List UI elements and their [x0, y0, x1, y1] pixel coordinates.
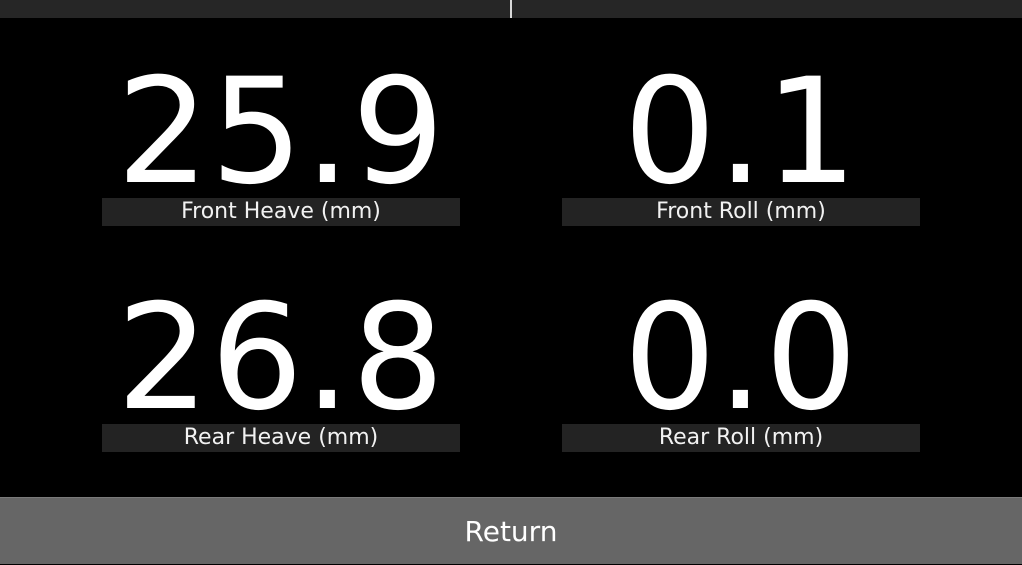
top-bar-divider [510, 0, 512, 18]
front-roll-readout: 0.1 Front Roll (mm) [562, 47, 920, 232]
front-heave-value: 25.9 [116, 47, 446, 217]
front-roll-label: Front Roll (mm) [562, 198, 920, 226]
front-heave-readout: 25.9 Front Heave (mm) [102, 47, 460, 232]
front-heave-label: Front Heave (mm) [102, 198, 460, 226]
rear-heave-label: Rear Heave (mm) [102, 424, 460, 452]
return-button[interactable]: Return [0, 497, 1022, 564]
rear-heave-value: 26.8 [116, 273, 446, 443]
top-status-bar [0, 0, 1022, 18]
top-bar-left-segment [0, 0, 510, 18]
front-roll-value: 0.1 [623, 47, 859, 217]
rear-roll-label: Rear Roll (mm) [562, 424, 920, 452]
rear-roll-readout: 0.0 Rear Roll (mm) [562, 273, 920, 458]
top-bar-right-segment [512, 0, 1022, 18]
rear-heave-readout: 26.8 Rear Heave (mm) [102, 273, 460, 458]
rear-roll-value: 0.0 [623, 273, 859, 443]
